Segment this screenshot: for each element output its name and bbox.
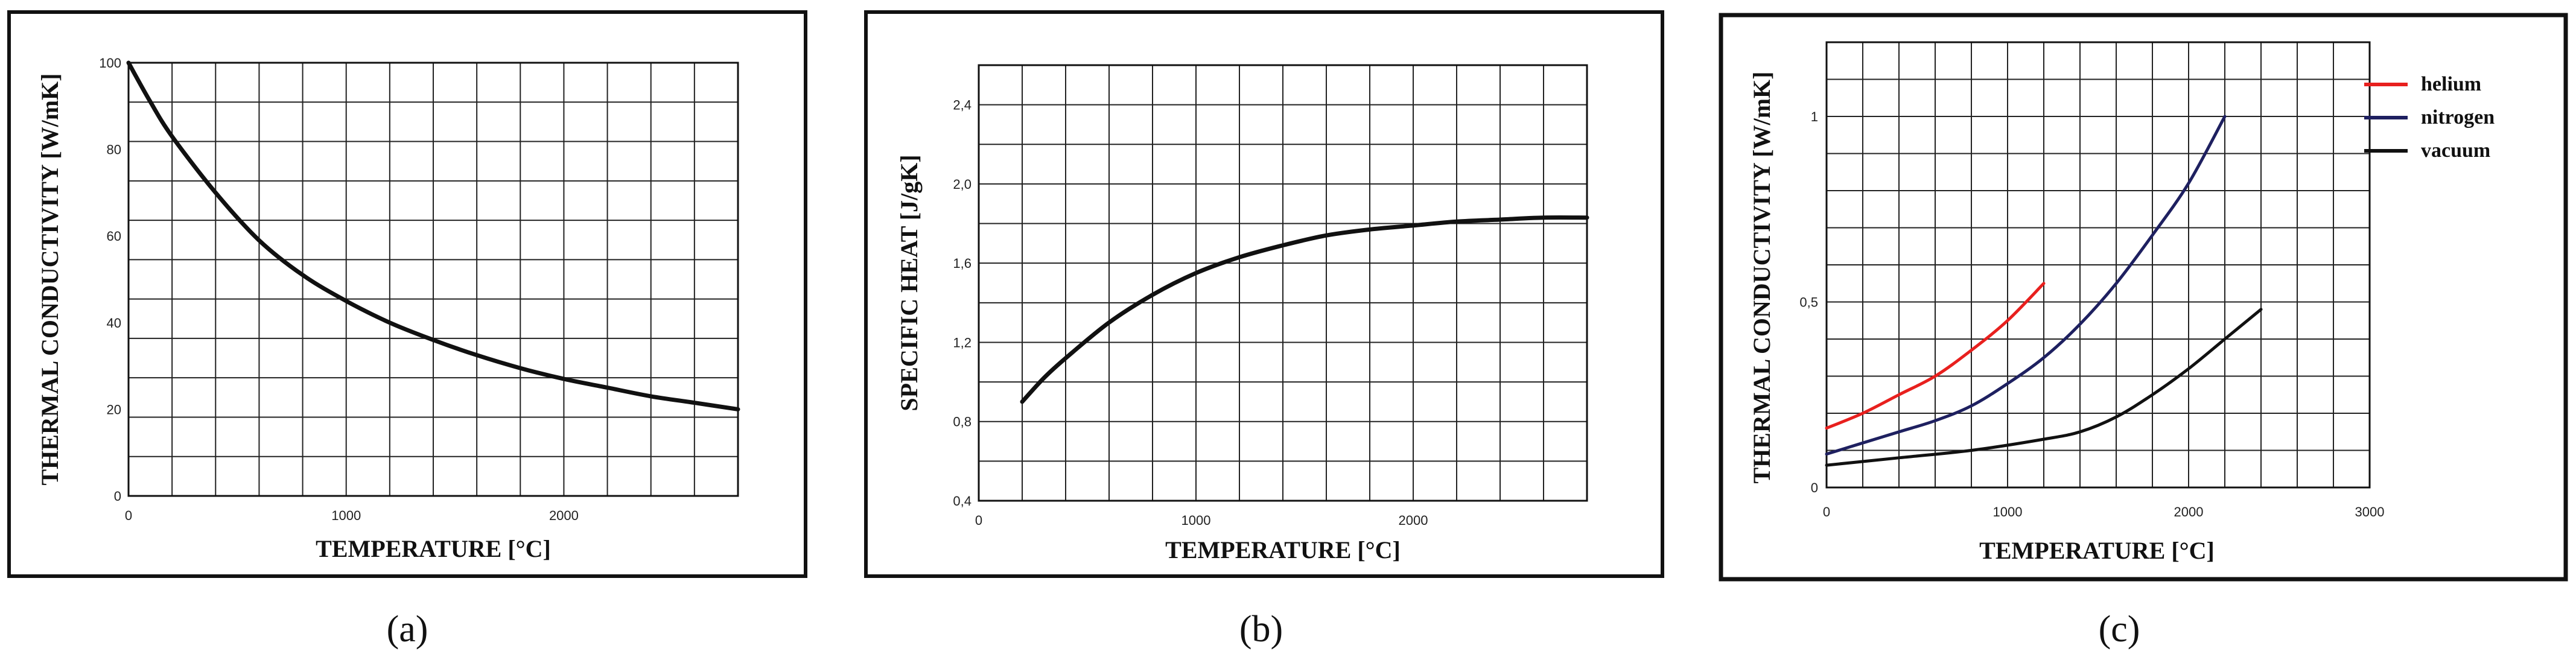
y-tick-label: 60: [107, 229, 121, 244]
panel-c-frame: [1719, 13, 2568, 582]
panel-b-frame: [864, 10, 1664, 578]
x-tick-label: 0: [125, 508, 132, 523]
panel-c-y-ticks: 00,51: [1799, 109, 1818, 495]
panel-a-series: [126, 60, 740, 411]
series-line-nitrogen: [1825, 115, 2227, 456]
panel-a-x-ticks: 0 1000 2000: [125, 508, 579, 523]
panel-a-ylabel: THERMAL CONDUCTIVITY [W/mK]: [36, 74, 63, 486]
panel-a-y-ticks: 0 20 40 60 80 100: [99, 56, 121, 504]
panel-c-legend: helium nitrogen vacuum: [2364, 73, 2495, 162]
panel-a-grid: [129, 63, 738, 496]
y-tick-label: 1,6: [953, 256, 972, 271]
y-tick-label: 100: [99, 56, 121, 71]
x-tick-label: 0: [975, 513, 982, 528]
series-line-helium: [1825, 282, 2046, 430]
panel-b-grid: [979, 65, 1587, 501]
panel-c: 00,51 0 1000 2000 3000 TEMPERATURE [°C] THE…: [1719, 13, 2568, 650]
y-tick-label: 2,4: [953, 98, 972, 113]
x-tick-label: 1000: [1181, 513, 1211, 528]
panel-c-series: [1825, 115, 2263, 467]
panel-c-x-ticks: 0 1000 2000 3000: [1823, 504, 2385, 519]
y-tick-label: 0,5: [1799, 295, 1818, 310]
panel-b: 0,4 0,8 1,2 1,6 2,0 2,4 0 1000 2000 TEMPERATURE…: [864, 10, 1664, 650]
x-tick-label: 1000: [1993, 504, 2023, 519]
x-tick-label: 2000: [2174, 504, 2204, 519]
y-tick-label: 40: [107, 316, 121, 331]
y-tick-label: 0: [1811, 480, 1818, 495]
x-tick-label: 1000: [331, 508, 361, 523]
legend-label-vacuum: vacuum: [2421, 139, 2490, 162]
panel-a-xlabel: TEMPERATURE [°C]: [316, 535, 551, 562]
panel-a-caption: (a): [387, 609, 428, 650]
x-tick-label: 2000: [549, 508, 579, 523]
panel-c-caption: (c): [2099, 609, 2140, 650]
panel-c-plot-border: [1825, 41, 2371, 489]
panel-b-caption: (b): [1239, 609, 1283, 650]
y-tick-label: 80: [107, 142, 121, 157]
x-tick-label: 2000: [1399, 513, 1428, 528]
legend-label-helium: helium: [2421, 73, 2481, 95]
x-tick-label: 0: [1823, 504, 1830, 519]
y-tick-label: 1,2: [953, 335, 972, 350]
series-line-vacuum: [1825, 308, 2263, 467]
panel-c-xlabel: TEMPERATURE [°C]: [1979, 537, 2215, 564]
panel-b-plot-border: [978, 64, 1588, 502]
y-tick-label: 0: [114, 489, 121, 504]
y-tick-label: 1: [1811, 109, 1818, 124]
panel-b-x-ticks: 0 1000 2000: [975, 513, 1428, 528]
y-tick-label: 20: [107, 402, 121, 417]
x-tick-label: 3000: [2355, 504, 2385, 519]
panel-b-series: [1020, 215, 1589, 404]
series-line-conductivity: [126, 60, 740, 411]
panel-c-ylabel: THERMAL CONDUCTIVITY [W/mK]: [1748, 72, 1775, 484]
y-tick-label: 0,4: [953, 494, 972, 509]
panel-b-xlabel: TEMPERATURE [°C]: [1165, 536, 1401, 563]
panel-a-frame: [7, 10, 807, 578]
series-line-specific-heat: [1020, 215, 1589, 404]
panel-b-ylabel: SPECIFIC HEAT [J/gK]: [895, 154, 923, 411]
y-tick-label: 2,0: [953, 177, 972, 192]
y-tick-label: 0,8: [953, 414, 972, 430]
panel-b-y-ticks: 0,4 0,8 1,2 1,6 2,0 2,4: [953, 98, 972, 509]
legend-label-nitrogen: nitrogen: [2421, 106, 2495, 129]
panel-a-plot-border: [127, 62, 739, 497]
